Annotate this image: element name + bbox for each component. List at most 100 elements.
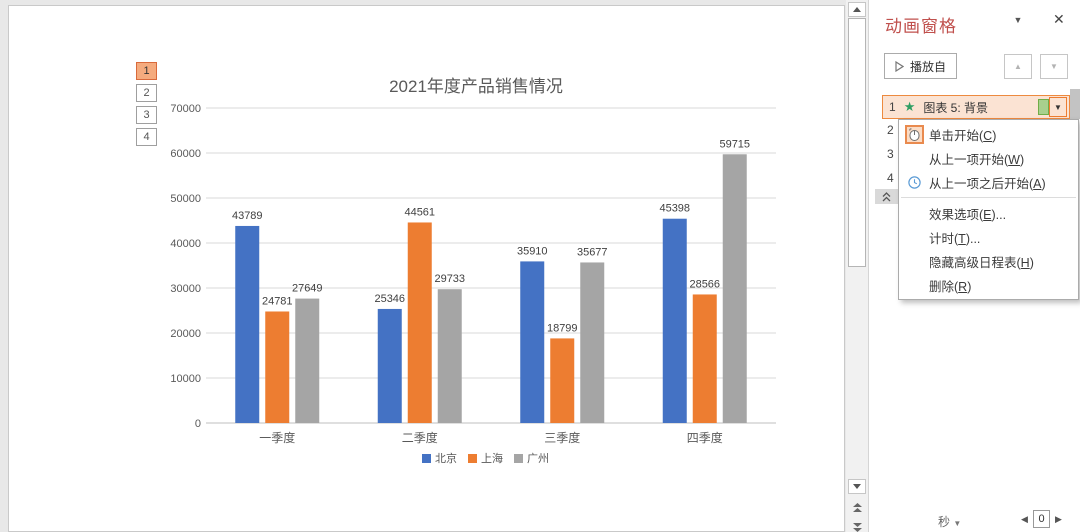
- menu-item-label: 单击开始(C): [929, 128, 997, 143]
- menu-item-label: 从上一项之后开始(A): [929, 176, 1046, 191]
- bar-广州-三季度[interactable]: [580, 262, 605, 423]
- play-from-label: 播放自: [909, 59, 946, 74]
- animation-item-4[interactable]: 4: [887, 171, 894, 185]
- vertical-scrollbar[interactable]: [846, 0, 868, 532]
- bar-北京-三季度[interactable]: [520, 261, 545, 423]
- bar-广州-二季度[interactable]: [437, 289, 462, 423]
- data-label: 24781: [262, 295, 293, 307]
- x-axis-category-label: 三季度: [544, 430, 580, 445]
- data-label: 44561: [404, 206, 435, 218]
- menu-item-W[interactable]: 从上一项开始(W): [899, 146, 1078, 170]
- collapse-list-button[interactable]: [875, 189, 898, 204]
- scroll-up-button[interactable]: [848, 2, 866, 17]
- double-up-arrow-icon: [852, 503, 862, 512]
- down-arrow-icon: [853, 484, 861, 489]
- item-dropdown-button[interactable]: ▼: [1049, 97, 1067, 117]
- y-axis-tick-label: 40000: [170, 238, 201, 250]
- menu-item-label: 计时(T)...: [929, 231, 981, 246]
- animation-item-label: 图表 5: 背景: [923, 100, 989, 115]
- timeline-zoom-value: 0: [1033, 510, 1050, 528]
- mouse-icon: [904, 124, 924, 144]
- data-label: 18799: [547, 322, 578, 334]
- bar-上海-二季度[interactable]: [407, 222, 432, 423]
- menu-item-label: 删除(R): [929, 279, 972, 294]
- menu-divider: [901, 197, 1076, 198]
- x-axis-category-label: 四季度: [687, 430, 723, 445]
- animation-number-badge-1[interactable]: 1: [136, 62, 157, 80]
- menu-item-label: 从上一项开始(W): [929, 152, 1025, 167]
- move-earlier-button[interactable]: ▲: [1004, 54, 1032, 79]
- y-axis-tick-label: 30000: [170, 283, 201, 295]
- menu-item-label: 隐藏高级日程表(H): [929, 255, 1034, 270]
- menu-item-H[interactable]: 隐藏高级日程表(H): [899, 249, 1078, 273]
- previous-slide-button[interactable]: [848, 501, 866, 515]
- menu-item-T[interactable]: 计时(T)...: [899, 225, 1078, 249]
- animation-item-2[interactable]: 2: [887, 123, 894, 137]
- animation-item-chart5[interactable]: 1 ★ 图表 5: 背景 ▼: [882, 95, 1070, 119]
- bar-chart[interactable]: 2021年度产品销售情况 0 10000 20000 30000 40000 50000 60…: [141, 56, 841, 476]
- legend-swatch-广州: [514, 454, 523, 463]
- bar-上海-一季度[interactable]: [265, 311, 290, 423]
- play-from-button[interactable]: 播放自: [884, 53, 957, 79]
- menu-item-A[interactable]: 从上一项之后开始(A): [899, 170, 1078, 194]
- seconds-dropdown[interactable]: 秒 ▼: [938, 513, 961, 530]
- pane-menu-dropdown-icon[interactable]: ▼: [1013, 15, 1023, 25]
- y-axis-tick-label: 60000: [170, 148, 201, 160]
- x-axis-category-label: 二季度: [402, 430, 438, 445]
- pane-close-icon[interactable]: ✕: [1053, 11, 1065, 27]
- data-label: 25346: [374, 293, 405, 305]
- timeline-zoom-out-arrow[interactable]: ◀: [1021, 514, 1028, 524]
- play-icon: [895, 60, 904, 72]
- data-label: 43789: [232, 210, 263, 222]
- clock-icon: [907, 175, 921, 189]
- menu-item-E[interactable]: 效果选项(E)...: [899, 201, 1078, 225]
- slide-editor-area: 1 2 3 4 2021年度产品销售情况 0 10000 20000 30000 40000 50…: [8, 2, 866, 532]
- legend-label: 上海: [481, 451, 503, 465]
- list-scrollbar[interactable]: [1070, 89, 1080, 119]
- double-down-arrow-icon: [852, 523, 862, 532]
- scroll-down-button[interactable]: [848, 479, 866, 494]
- timing-bar[interactable]: [1038, 99, 1049, 115]
- next-slide-button[interactable]: [848, 520, 866, 532]
- data-label: 35677: [577, 246, 608, 258]
- bar-上海-四季度[interactable]: [692, 294, 717, 423]
- bar-广州-一季度[interactable]: [295, 298, 320, 423]
- animation-item-3[interactable]: 3: [887, 147, 894, 161]
- bar-北京-四季度[interactable]: [662, 218, 687, 423]
- x-axis-category-label: 一季度: [259, 430, 295, 445]
- animation-number-badge-4[interactable]: 4: [136, 128, 157, 146]
- animation-context-menu: 单击开始(C) 从上一项开始(W) 从上一项之后开始(A) 效果选项(E)... 计时(…: [898, 119, 1079, 300]
- seconds-dropdown-icon: ▼: [953, 519, 962, 528]
- bar-广州-四季度[interactable]: [722, 154, 747, 423]
- pane-title: 动画窗格: [885, 17, 957, 36]
- move-later-button[interactable]: ▼: [1040, 54, 1068, 79]
- bar-北京-一季度[interactable]: [235, 225, 260, 423]
- slide-canvas[interactable]: 1 2 3 4 2021年度产品销售情况 0 10000 20000 30000 40000 50…: [8, 5, 845, 532]
- legend-label: 北京: [435, 451, 457, 465]
- data-label: 59715: [719, 138, 750, 150]
- y-axis-tick-label: 50000: [170, 193, 201, 205]
- bar-上海-三季度[interactable]: [550, 338, 575, 423]
- animation-number-badge-2[interactable]: 2: [136, 84, 157, 102]
- timeline-footer: 秒 ▼ ◀ 0 ▶: [869, 510, 1080, 532]
- y-axis-tick-label: 20000: [170, 328, 201, 340]
- data-label: 35910: [517, 245, 548, 257]
- animation-number-badge-3[interactable]: 3: [136, 106, 157, 124]
- double-chevron-up-icon: [882, 191, 891, 201]
- data-label: 29733: [434, 273, 465, 285]
- legend-swatch-上海: [468, 454, 477, 463]
- data-label: 27649: [292, 283, 323, 295]
- timeline-zoom-in-arrow[interactable]: ▶: [1055, 514, 1062, 524]
- up-arrow-icon: [853, 7, 861, 12]
- menu-item-R[interactable]: 删除(R): [899, 273, 1078, 297]
- animation-pane: 动画窗格 ▼ ✕ 播放自 ▲ ▼ 1 ★ 图表 5: 背景 ▼ 2 3 4: [868, 0, 1080, 532]
- scrollbar-thumb[interactable]: [848, 18, 866, 267]
- star-effect-icon: ★: [903, 99, 916, 114]
- bar-北京-二季度[interactable]: [377, 308, 402, 423]
- animation-order-number: 1: [889, 100, 896, 114]
- chart-title: 2021年度产品销售情况: [389, 77, 563, 96]
- animation-number-badges: 1 2 3 4: [136, 62, 158, 150]
- menu-item-C[interactable]: 单击开始(C): [899, 122, 1078, 146]
- legend-swatch-北京: [422, 454, 431, 463]
